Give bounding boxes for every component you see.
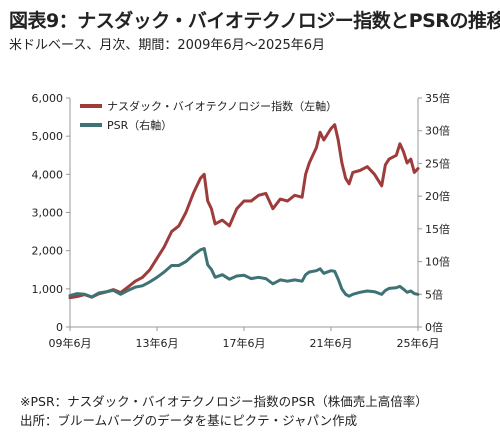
x-tick-label: 09年6月 [49,336,92,350]
right-tick-label: 35倍 [425,91,450,105]
right-tick-label: 0倍 [425,320,443,334]
legend-label-index: ナスダック・バイオテクノロジー指数（左軸） [107,99,337,113]
note-source: 出所：ブルームバーグのデータを基にピクテ・ジャパン作成 [20,413,358,428]
left-tick-label: 4,000 [32,168,64,181]
left-tick-label: 3,000 [32,207,64,220]
right-tick-label: 10倍 [425,255,450,269]
left-tick-label: 5,000 [32,130,64,143]
right-tick-label: 20倍 [425,189,450,203]
chart-notes: ※PSR：ナスダック・バイオテクノロジー指数のPSR（株価売上高倍率） 出所：ブ… [20,392,428,430]
left-tick-label: 1,000 [32,283,64,296]
left-tick-label: 2,000 [32,245,64,258]
x-tick-label: 25年6月 [397,336,440,350]
legend-label-psr: PSR（右軸） [107,118,172,132]
right-tick-label: 30倍 [425,124,450,138]
chart-title: 図表9：ナスダック・バイオテクノロジー指数とPSRの推移 [9,10,500,32]
right-tick-label: 15倍 [425,222,450,236]
left-tick-label: 0 [56,321,63,334]
x-tick-label: 21年6月 [310,336,353,350]
x-tick-label: 13年6月 [136,336,179,350]
index-series-line [68,123,420,300]
x-tick-label: 17年6月 [223,336,266,350]
psr-series-line [68,247,420,299]
note-psr-definition: ※PSR：ナスダック・バイオテクノロジー指数のPSR（株価売上高倍率） [20,394,428,409]
chart-subtitle: 米ドルベース、月次、期間：2009年6月～2025年6月 [9,38,326,53]
left-tick-label: 6,000 [32,92,64,105]
right-tick-label: 25倍 [425,156,450,170]
right-tick-label: 5倍 [425,287,443,301]
